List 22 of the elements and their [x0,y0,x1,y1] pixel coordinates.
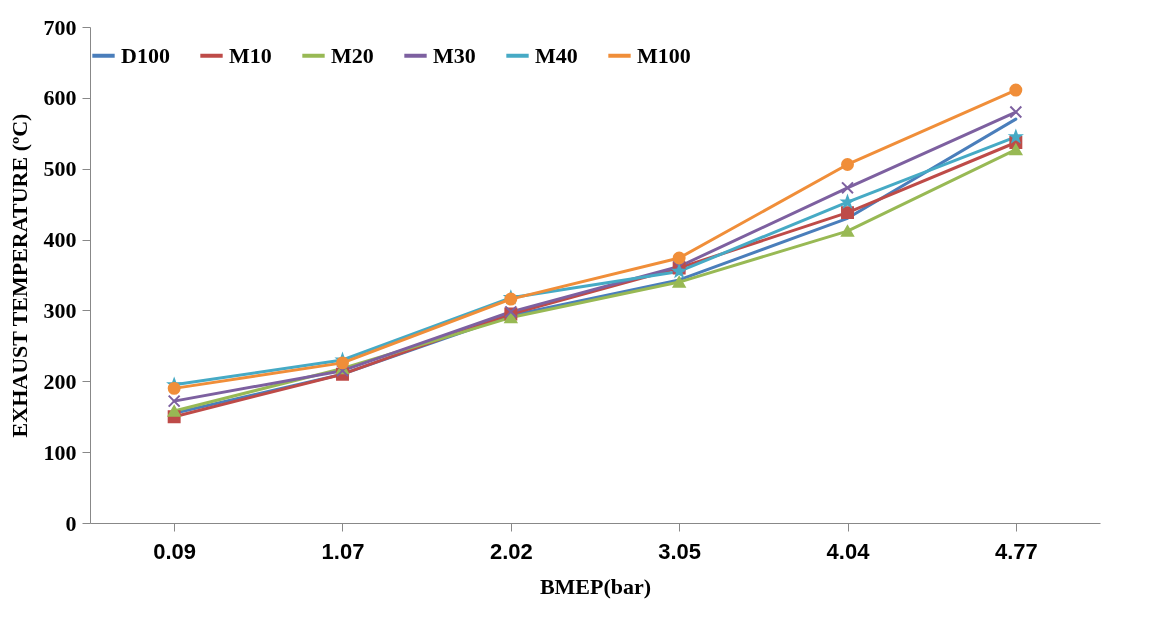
x-axis-title: BMEP(bar) [539,573,652,599]
y-tick-label: 400 [43,227,77,253]
legend-label: D100 [121,42,170,68]
legend-label: M20 [331,42,374,68]
x-tick-label: 4.77 [994,538,1038,564]
y-tick-label: 600 [43,85,77,111]
x-tick-label: 3.05 [658,538,702,564]
x-tick-label: 1.07 [321,538,365,564]
x-tick-label: 4.04 [826,538,871,564]
y-tick-label: 0 [65,510,77,536]
legend-label: M30 [433,42,476,68]
y-tick-label: 200 [43,368,77,394]
legend-label: M100 [637,42,691,68]
y-tick-label: 300 [43,297,77,323]
x-tick-label: 0.09 [153,538,197,564]
x-tick-label: 2.02 [489,538,533,564]
legend-label: M10 [229,42,272,68]
y-tick-label: 500 [43,156,77,182]
y-axis-title: EXHAUST TEMPERATURE (ºC) [6,113,32,438]
y-tick-label: 100 [43,439,77,465]
y-tick-label: 700 [43,14,77,40]
legend-label: M40 [535,42,578,68]
